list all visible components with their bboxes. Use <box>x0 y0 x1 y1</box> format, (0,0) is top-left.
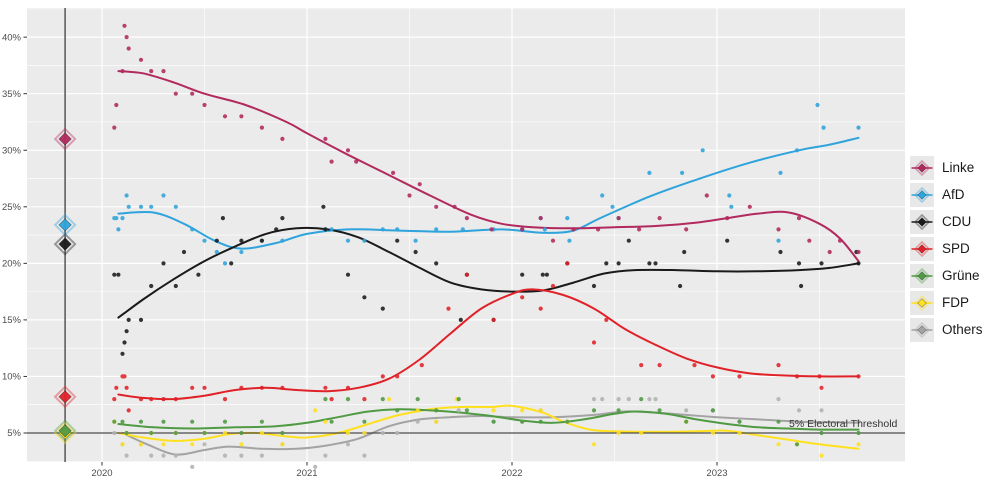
legend-item-linke: Linke <box>910 154 983 181</box>
threshold-label: 5% Electoral Threshold <box>789 418 898 430</box>
legend-label: Linke <box>942 160 975 175</box>
cdu-diamond-icon <box>910 209 934 234</box>
spd-diamond-icon <box>910 236 934 261</box>
linke-diamond-icon <box>910 155 934 180</box>
legend-label: AfD <box>942 187 965 202</box>
legend-label: FDP <box>942 295 969 310</box>
x-axis-labels: 2020 2021 2022 2023 <box>91 468 727 479</box>
y-tick-label: 25% <box>2 202 22 213</box>
legend-item-afd: AfD <box>910 181 983 208</box>
legend-label: Others <box>942 322 983 337</box>
legend-item-spd: SPD <box>910 235 983 262</box>
trend-line-cdu <box>117 226 860 319</box>
gruene-diamond-icon <box>910 263 934 288</box>
legend-label: CDU <box>942 214 972 229</box>
legend-item-cdu: CDU <box>910 208 983 235</box>
chart-legend: Linke AfD CDU SPD Grüne FDP Others <box>910 154 983 343</box>
election-diamond-afd <box>53 213 77 237</box>
y-tick-label: 20% <box>2 259 22 270</box>
trend-line-grüne <box>117 408 860 431</box>
x-tick-label: 2022 <box>501 468 522 479</box>
axis-ticks <box>23 36 718 466</box>
election-result-markers <box>53 127 77 445</box>
poll-points-grüne <box>112 397 861 447</box>
y-tick-label: 15% <box>2 315 22 326</box>
legend-label: SPD <box>942 241 970 256</box>
poll-points-cdu <box>112 204 861 356</box>
trend-line-others <box>121 410 860 456</box>
fdp-diamond-icon <box>910 290 934 315</box>
trend-line-linke <box>117 70 860 263</box>
legend-item-others: Others <box>910 316 983 343</box>
legend-item-gruene: Grüne <box>910 262 983 289</box>
legend-label: Grüne <box>942 268 980 283</box>
x-tick-label: 2021 <box>296 468 317 479</box>
election-diamond-linke <box>53 127 77 151</box>
y-tick-label: 40% <box>2 32 22 43</box>
others-diamond-icon <box>910 317 934 342</box>
election-diamond-spd <box>53 385 77 409</box>
y-axis-labels: 5% 10% 15% 20% 25% 30% 35% 40% <box>2 32 22 439</box>
x-tick-label: 2023 <box>706 468 727 479</box>
legend-item-fdp: FDP <box>910 289 983 316</box>
trend-line-spd <box>117 288 860 401</box>
election-diamond-grüne <box>53 419 77 443</box>
y-tick-label: 5% <box>7 428 21 439</box>
x-tick-label: 2020 <box>91 468 112 479</box>
y-tick-label: 35% <box>2 89 22 100</box>
poll-points-spd <box>112 261 861 413</box>
election-diamond-cdu <box>53 232 77 256</box>
afd-diamond-icon <box>910 182 934 207</box>
poll-points-linke <box>112 23 861 255</box>
y-tick-label: 30% <box>2 145 22 156</box>
y-tick-label: 10% <box>2 372 22 383</box>
trend-line-fdp <box>117 404 860 450</box>
